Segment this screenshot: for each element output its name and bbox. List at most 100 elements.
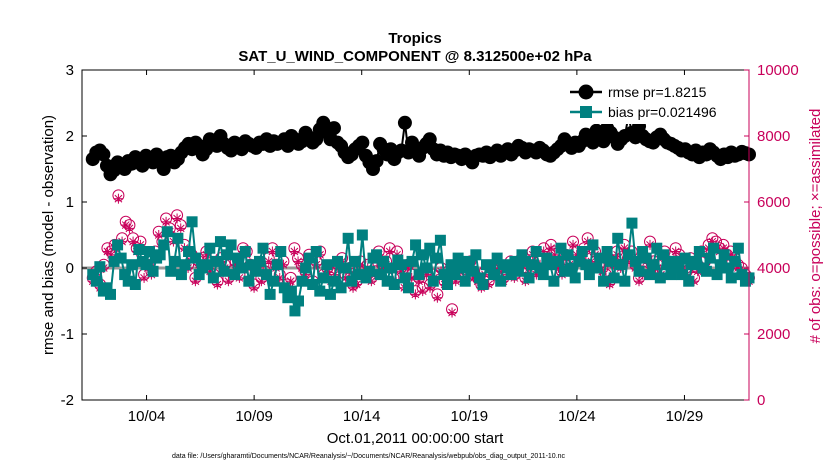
bias-point (587, 239, 599, 251)
rmse-series (85, 109, 756, 182)
legend-rmse-label: rmse pr=1.8215 (608, 84, 707, 100)
bias-point (285, 285, 297, 297)
bias-point (225, 239, 237, 251)
bias-point (207, 272, 219, 284)
bias-point (324, 288, 336, 300)
bias-point (445, 259, 457, 271)
bias-point (222, 249, 234, 261)
bias-point (559, 265, 571, 277)
legend: rmse pr=1.8215 bias pr=0.021496 (565, 78, 743, 124)
bias-point (292, 295, 304, 307)
obs-assimilated-point (124, 223, 135, 234)
bias-point (491, 252, 503, 264)
bias-point (509, 255, 521, 267)
legend-bias-label: bias pr=0.021496 (608, 104, 717, 120)
bias-point (622, 249, 634, 261)
bias-point (470, 249, 482, 261)
bias-point (583, 269, 595, 281)
bias-point (449, 269, 461, 281)
rmse-point (326, 121, 341, 136)
bias-point (147, 265, 159, 277)
bias-point (271, 259, 283, 271)
bias-point (562, 249, 574, 261)
bias-point (431, 252, 443, 264)
obs-assimilated-point (128, 236, 139, 247)
obs-assimilated-point (172, 213, 183, 224)
bias-point (683, 275, 695, 287)
bias-point (456, 262, 468, 274)
right-y-tick-label: 6000 (757, 194, 790, 211)
bias-point (495, 275, 507, 287)
bias-point (573, 255, 585, 267)
bias-point (484, 262, 496, 274)
bias-point (530, 246, 542, 257)
bias-point (353, 269, 365, 281)
bias-point (339, 262, 351, 274)
data-file-footnote: data file: /Users/gharamti/Documents/NCA… (172, 453, 566, 460)
rmse-point (369, 154, 384, 169)
bias-point (402, 282, 414, 294)
bias-point (190, 252, 202, 264)
bias-point (101, 282, 113, 294)
bias-point (527, 259, 539, 271)
bias-point (90, 275, 102, 287)
bias-point (725, 272, 737, 284)
bias-point (158, 239, 170, 251)
right-y-tick-label: 4000 (757, 260, 790, 277)
legend-box (565, 78, 743, 124)
bias-point (214, 236, 226, 248)
chart-title: Tropics (388, 30, 441, 47)
x-tick-label: 10/04 (128, 408, 166, 425)
bias-point (115, 252, 127, 264)
bias-point (598, 275, 610, 287)
bias-point (346, 275, 358, 287)
bias-point (420, 262, 432, 274)
bias-point (161, 226, 173, 238)
bias-point (87, 269, 99, 281)
bias-point (332, 255, 344, 267)
bias-point (708, 242, 720, 254)
bias-point (154, 249, 166, 261)
bias-point (580, 259, 592, 271)
bias-point (381, 275, 393, 287)
bias-point (378, 255, 390, 267)
right-y-axis-label: # of obs: o=possible; ×=assimilated (807, 109, 824, 344)
obs-assimilated-point (568, 239, 579, 250)
bias-point (505, 269, 517, 281)
bias-point (310, 246, 322, 257)
bias-point (122, 275, 134, 287)
bias-point (608, 272, 620, 284)
bias-point (363, 265, 375, 277)
x-tick-label: 10/19 (451, 408, 489, 425)
bias-point (594, 252, 606, 264)
bias-point (193, 269, 205, 281)
axis-ticks: 10/04 10/09 10/14 10/19 10/24 10/29 3 2 1 0 -1 -2 10… (61, 62, 799, 425)
bias-point (732, 242, 744, 254)
bias-point (576, 246, 588, 257)
x-tick-label: 10/14 (343, 408, 381, 425)
bias-point (605, 255, 617, 267)
bias-point (676, 269, 688, 281)
rmse-point (355, 135, 370, 150)
bias-point (693, 246, 705, 257)
right-y-tick-label: 2000 (757, 326, 790, 343)
bias-point (410, 239, 422, 251)
bias-point (108, 255, 120, 267)
bias-point (537, 269, 549, 281)
bias-point (133, 244, 145, 256)
bias-point (569, 272, 581, 284)
bias-point (211, 255, 223, 267)
legend-rmse-marker (578, 84, 594, 100)
bias-point (523, 272, 535, 284)
right-y-tick-label: 8000 (757, 128, 790, 145)
bias-point (654, 272, 666, 284)
bias-point (658, 249, 670, 261)
bias-point (488, 269, 500, 281)
bias-point (360, 272, 372, 284)
left-y-tick-label: 1 (66, 194, 74, 211)
bias-point (175, 269, 187, 281)
bias-point (729, 255, 741, 267)
bias-point (441, 279, 453, 290)
bias-point (179, 259, 191, 271)
bias-point (356, 229, 368, 241)
